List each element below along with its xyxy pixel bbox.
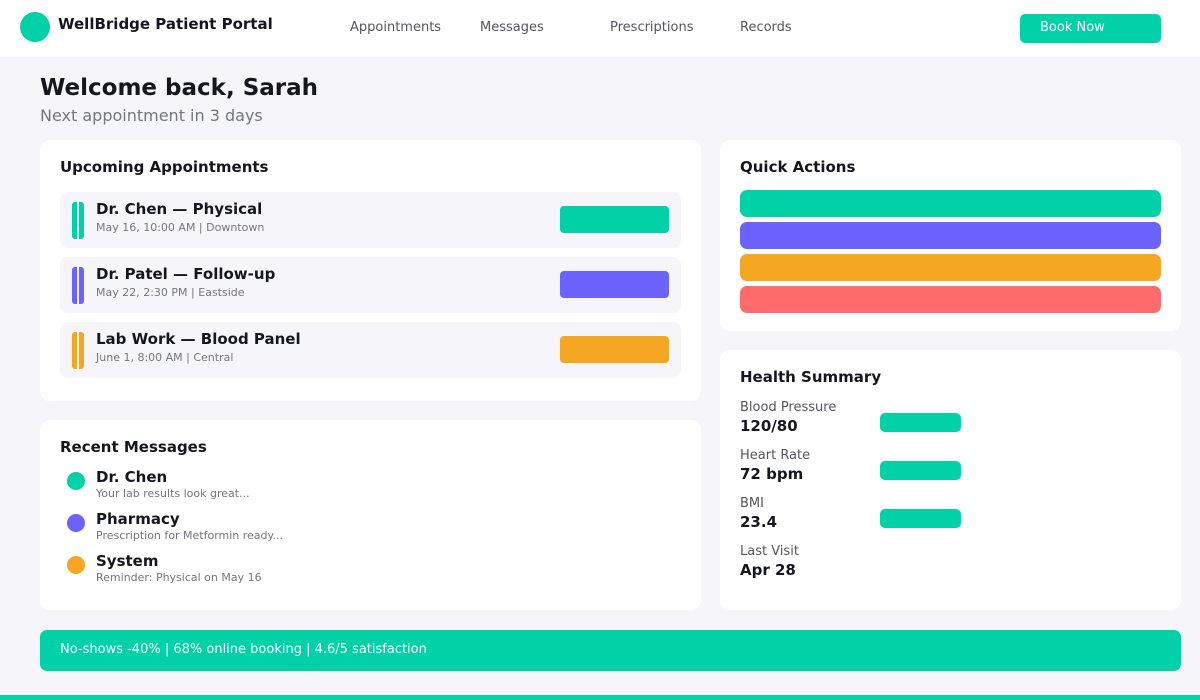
metric-label: Last Visit <box>740 544 799 559</box>
bottom-accent-strip <box>0 695 1200 700</box>
sender-avatar <box>67 514 85 532</box>
metric-value: Apr 28 <box>740 561 796 579</box>
message-sender: System <box>96 552 159 570</box>
quick-action-button-2[interactable] <box>740 222 1161 249</box>
quick-actions-card: Quick Actions <box>720 140 1181 331</box>
appointment-detail: May 16, 10:00 AM | Downtown <box>96 221 265 234</box>
message-preview: Prescription for Metformin ready... <box>96 529 283 542</box>
quick-action-button-1[interactable] <box>740 190 1161 217</box>
metric-label: Heart Rate <box>740 448 811 463</box>
appointments-card-title: Upcoming Appointments <box>60 158 269 176</box>
appointment-color-bar <box>72 267 84 304</box>
quick-action-button-3[interactable] <box>740 254 1161 281</box>
message-preview: Reminder: Physical on May 16 <box>96 571 262 584</box>
appointments-card: Upcoming Appointments Dr. Chen — Physica… <box>40 140 701 401</box>
health-metric: Last Visit Apr 28 <box>740 544 1160 584</box>
brand-title: WellBridge Patient Portal <box>58 15 273 33</box>
nav-messages[interactable]: Messages <box>480 20 544 35</box>
page-title: Welcome back, Sarah <box>40 75 319 101</box>
message-item[interactable]: System Reminder: Physical on May 16 <box>60 552 680 588</box>
message-sender: Pharmacy <box>96 510 180 528</box>
appointment-color-bar <box>72 332 84 369</box>
appointment-action-button[interactable] <box>560 206 669 233</box>
stats-banner: No-shows -40% | 68% online booking | 4.6… <box>40 630 1181 671</box>
sender-avatar <box>67 556 85 574</box>
appointment-item[interactable]: Dr. Patel — Follow-up May 22, 2:30 PM | … <box>60 257 681 313</box>
quick-action-button-4[interactable] <box>740 286 1161 313</box>
health-summary-card: Health Summary Blood Pressure 120/80 Hea… <box>720 350 1181 610</box>
health-metric: BMI 23.4 <box>740 496 1160 536</box>
metric-status-bar <box>880 461 961 480</box>
appointment-action-button[interactable] <box>560 271 669 298</box>
messages-card: Recent Messages Dr. Chen Your lab result… <box>40 420 701 610</box>
message-item[interactable]: Pharmacy Prescription for Metformin read… <box>60 510 680 546</box>
metric-label: Blood Pressure <box>740 400 837 415</box>
metric-status-bar <box>880 509 961 528</box>
nav-prescriptions[interactable]: Prescriptions <box>610 20 694 35</box>
metric-value: 72 bpm <box>740 465 804 483</box>
appointment-detail: May 22, 2:30 PM | Eastside <box>96 286 245 299</box>
health-summary-title: Health Summary <box>740 368 882 386</box>
nav-appointments[interactable]: Appointments <box>350 20 442 35</box>
appointment-title: Dr. Patel — Follow-up <box>96 265 276 283</box>
message-sender: Dr. Chen <box>96 468 168 486</box>
appointment-title: Lab Work — Blood Panel <box>96 330 301 348</box>
page-subtitle: Next appointment in 3 days <box>40 106 263 125</box>
appointment-action-button[interactable] <box>560 336 669 363</box>
metric-value: 120/80 <box>740 417 798 435</box>
message-preview: Your lab results look great... <box>96 487 250 500</box>
nav-records[interactable]: Records <box>740 20 792 35</box>
metric-value: 23.4 <box>740 513 778 531</box>
appointment-color-bar <box>72 202 84 239</box>
health-metric: Heart Rate 72 bpm <box>740 448 1160 488</box>
appointment-item[interactable]: Lab Work — Blood Panel June 1, 8:00 AM |… <box>60 322 681 378</box>
appointment-title: Dr. Chen — Physical <box>96 200 263 218</box>
metric-status-bar <box>880 413 961 432</box>
metric-label: BMI <box>740 496 764 511</box>
message-item[interactable]: Dr. Chen Your lab results look great... <box>60 468 680 504</box>
appointment-item[interactable]: Dr. Chen — Physical May 16, 10:00 AM | D… <box>60 192 681 248</box>
book-now-button[interactable]: Book Now <box>1020 14 1161 43</box>
appointment-detail: June 1, 8:00 AM | Central <box>96 351 234 364</box>
sender-avatar <box>67 472 85 490</box>
health-metric: Blood Pressure 120/80 <box>740 400 1160 440</box>
top-navbar: WellBridge Patient Portal Appointments M… <box>0 0 1200 57</box>
quick-actions-title: Quick Actions <box>740 158 856 176</box>
messages-card-title: Recent Messages <box>60 438 207 456</box>
logo-icon <box>20 12 50 42</box>
